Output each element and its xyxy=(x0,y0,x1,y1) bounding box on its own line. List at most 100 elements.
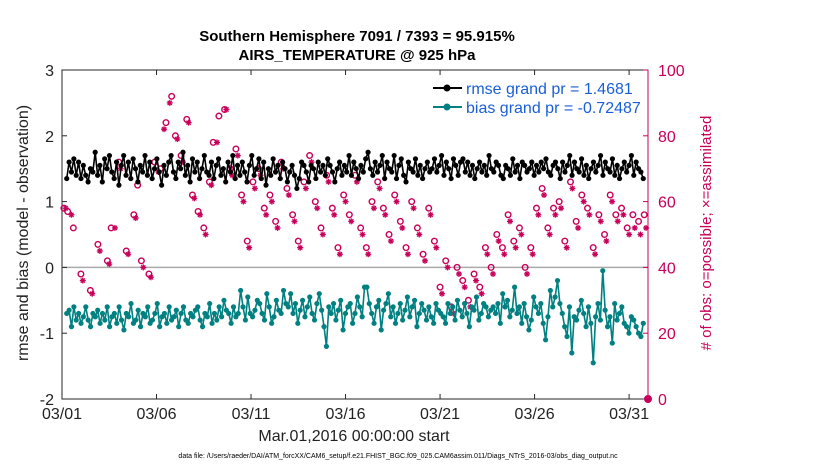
obs-assimilated-stroke xyxy=(377,185,383,191)
obs-possible-point xyxy=(538,184,546,192)
bias-point xyxy=(288,291,294,297)
bias-point xyxy=(214,317,220,323)
bias-point xyxy=(347,300,353,307)
rmse-point xyxy=(258,175,264,182)
rmse-point xyxy=(443,159,449,165)
obs-assimilated-stroke xyxy=(348,218,354,224)
obs-assimilated-stroke xyxy=(490,271,496,277)
obs-possible-point xyxy=(328,204,336,212)
obs-assimilated-point xyxy=(614,218,621,225)
obs-assimilated-stroke xyxy=(246,245,252,251)
rmse-point xyxy=(234,162,241,169)
rmse-point xyxy=(619,166,625,172)
obs-assimilated-stroke xyxy=(382,212,388,218)
rmse-point xyxy=(329,169,336,175)
rmse-point xyxy=(486,152,492,159)
obs-assimilated-stroke xyxy=(462,284,468,290)
rmse-point xyxy=(460,156,466,162)
rmse-point xyxy=(189,156,196,162)
rmse-point xyxy=(531,172,537,178)
bias-point xyxy=(507,314,513,320)
bias-point xyxy=(378,327,384,333)
rmse-point xyxy=(626,162,632,169)
obs-assimilated-point xyxy=(626,231,633,238)
obs-assimilated-stroke xyxy=(439,291,445,297)
rmse-point xyxy=(465,159,471,165)
rmse-point xyxy=(491,169,497,175)
obs-possible-point xyxy=(408,198,416,206)
bias-point xyxy=(423,317,430,323)
bias-point xyxy=(502,304,508,310)
obs-assimilated-stroke xyxy=(581,199,587,205)
y-tick-label: -2 xyxy=(40,392,54,409)
bias-point xyxy=(180,304,187,310)
rmse-point xyxy=(135,179,141,185)
rmse-point xyxy=(517,175,523,182)
obs-possible-point xyxy=(357,224,365,232)
obs-assimilated-point xyxy=(191,195,198,202)
obs-assimilated-stroke xyxy=(547,231,553,238)
rmse-point xyxy=(80,162,86,169)
bias-point xyxy=(595,300,601,307)
bias-point xyxy=(497,320,503,326)
obs-possible-point xyxy=(635,217,643,225)
obs-possible-point xyxy=(317,224,325,232)
y-tick-label: 1 xyxy=(45,195,54,212)
bias-point xyxy=(542,337,549,343)
rmse-point xyxy=(237,172,243,178)
obs-assimilated-point xyxy=(575,224,582,231)
bias-point xyxy=(416,310,422,317)
rmse-point xyxy=(265,166,271,172)
rmse-point xyxy=(507,172,514,178)
obs-possible-point xyxy=(368,198,376,206)
obs-possible-markers xyxy=(60,92,648,311)
rmse-point xyxy=(346,152,352,159)
rmse-point xyxy=(633,159,639,165)
obs-assimilated-stroke xyxy=(191,195,197,201)
rmse-point xyxy=(403,179,409,185)
obs-assimilated-stroke xyxy=(303,185,309,191)
rmse-point xyxy=(398,156,404,162)
rmse-point xyxy=(374,169,381,175)
rmse-point xyxy=(232,175,238,182)
obs-assimilated-point xyxy=(325,178,332,185)
bias-point xyxy=(540,320,546,326)
obs-assimilated-point xyxy=(524,270,531,277)
rmse-point xyxy=(616,175,623,182)
rmse-point xyxy=(336,159,343,165)
bias-point xyxy=(114,320,120,326)
obs-possible-point xyxy=(345,211,353,219)
bias-point xyxy=(547,287,553,294)
rmse-point xyxy=(560,159,566,165)
rmse-point xyxy=(348,172,355,178)
obs-assimilated-stroke xyxy=(229,172,235,178)
bias-point xyxy=(128,300,134,307)
rmse-point xyxy=(341,162,347,169)
obs-assimilated-stroke xyxy=(167,100,173,106)
obs-assimilated-point xyxy=(558,205,565,212)
legend: rmse grand pr = 1.4681 bias grand pr = -… xyxy=(430,78,646,118)
bias-point xyxy=(199,324,206,330)
rmse-point xyxy=(495,162,502,169)
obs-possible-point xyxy=(249,178,257,186)
obs-assimilated-point xyxy=(62,205,69,212)
obs-assimilated-point xyxy=(455,270,462,277)
rmse-point xyxy=(291,172,298,178)
bias-point xyxy=(71,304,77,310)
obs-assimilated-point xyxy=(196,211,203,218)
obs-assimilated-stroke xyxy=(535,212,541,218)
bias-point xyxy=(83,304,89,310)
chart-title-line1: Southern Hemisphere 7091 / 7393 = 95.915… xyxy=(199,28,515,45)
rmse-point xyxy=(562,169,568,175)
obs-assimilated-point xyxy=(404,251,411,258)
bias-point xyxy=(314,300,320,307)
bias-point xyxy=(392,320,399,326)
bias-point xyxy=(273,297,279,303)
rmse-point xyxy=(431,156,438,162)
rmse-point xyxy=(367,166,374,172)
bias-point xyxy=(631,317,637,323)
bias-point xyxy=(369,310,375,317)
rmse-point xyxy=(196,175,203,182)
rmse-point xyxy=(514,162,521,169)
rmse-point xyxy=(396,162,402,169)
